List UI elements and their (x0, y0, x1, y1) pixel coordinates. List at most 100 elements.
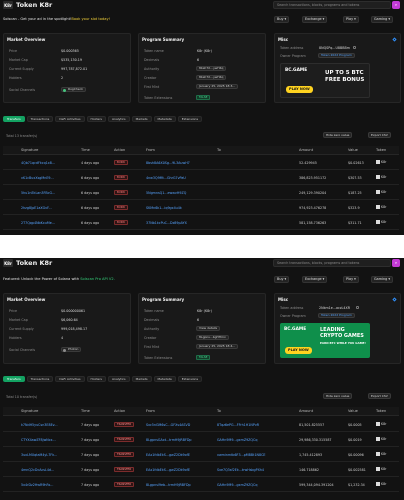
solscan-logo[interactable]: K8r (3, 259, 13, 267)
signature-link[interactable]: 3uxLMXqtaM4yL7Fk... (21, 453, 58, 457)
first-mint-value[interactable]: January 25, 2025 18:4... (196, 344, 239, 349)
bc-game-ad[interactable]: BC.GAME UP TO 5 BTC FREE BONUS PLAY NOW (280, 63, 370, 98)
search-button[interactable]: ⌕ (392, 1, 400, 9)
solscan-logo[interactable]: K8r (3, 1, 13, 9)
table-row[interactable]: 5x4rDz2HwR9hFo... 7 days ago TRANSFER 8L… (3, 478, 399, 492)
table-row[interactable]: 3uxLMXqtaM4yL7Fk... 7 days ago TRANSFER … (3, 448, 399, 462)
from-link[interactable]: 8bsh8A6X0Sg...9L3AuwH7 (146, 161, 190, 165)
play-now-button[interactable]: PLAY NOW (285, 347, 312, 354)
tab-defi-activities[interactable]: DeFi Activities (55, 376, 85, 382)
promo-link[interactable]: Solscan Pro API V2. (80, 277, 115, 281)
from-link[interactable]: Sxc5nGM6sC...GFXs4ASVD (146, 423, 191, 427)
tab-transactions[interactable]: Transactions (26, 116, 54, 122)
from-link[interactable]: 5NgmnsQ1...ewwvH9ZQ (146, 191, 187, 195)
copy-icon[interactable] (353, 46, 356, 49)
to-link[interactable]: GAHn9M9...gxmZ9ZQCq (217, 438, 258, 442)
signature-link[interactable]: 4mnQ2cDcAcsL4d... (21, 468, 55, 472)
social-badge[interactable]: RugCheck (61, 87, 86, 92)
tab-metadata[interactable]: Metadata (153, 376, 176, 382)
nav-gaming[interactable]: Gaming ▾ (371, 16, 394, 23)
signature-link[interactable]: vK1cBuxXsgMnE9... (21, 176, 54, 180)
table-row[interactable]: 4Qb71qcdFkcq1x8... 4 days ago BURN 8bsh8… (3, 156, 399, 170)
search-button[interactable]: ⌕ (392, 259, 400, 267)
table-row[interactable]: k7NdH5yuCsn3E8Ev... 7 days ago TRANSFER … (3, 418, 399, 432)
token-cell[interactable]: K8r (376, 437, 386, 441)
to-link[interactable]: GAHn9M9...gxmZ9ZQCq (217, 483, 258, 487)
nav-buy[interactable]: Buy ▾ (274, 16, 290, 23)
signature-link[interactable]: 5x4rDz2HwR9hFo... (21, 483, 54, 487)
social-badge[interactable]: Photon (61, 347, 82, 352)
tab-defi-activities[interactable]: DeFi Activities (55, 116, 85, 122)
authority-value[interactable]: 8bsh7X...ywH4q (196, 66, 227, 71)
from-link[interactable]: SKMn6k1...iq9gx4u4k (146, 206, 182, 210)
to-link[interactable]: Sxe7Q3sf2Ek...trwHsbgPXh4 (217, 468, 265, 472)
table-row[interactable]: 2hzg8JpE1aXGvF... 6 days ago BURN SKMn6k… (3, 201, 399, 215)
from-link[interactable]: 8LgpnsGAxt...trmH9jRBFDp (146, 438, 192, 442)
nav-buy[interactable]: Buy ▾ (274, 276, 290, 283)
tab-transactions[interactable]: Transactions (26, 376, 54, 382)
signature-link[interactable]: 2hzg8JpE1aXGvF... (21, 206, 52, 210)
signature-link[interactable]: CTYX4awZF8jwNcx... (21, 438, 56, 442)
to-link[interactable]: vwminmtb6F3...pMBBt1N8CE (217, 453, 266, 457)
token-cell[interactable]: K8r (376, 190, 386, 194)
signature-link[interactable]: 5hu1nEkLan3FBcG... (21, 191, 56, 195)
tab-extensions[interactable]: Extensions (177, 376, 203, 382)
signature-link[interactable]: 4Qb71qcdFkcq1x8... (21, 161, 55, 165)
creator-value[interactable]: 8bsh7X...ywH4q (196, 75, 227, 80)
from-link[interactable]: 37Nb1kcPuC...Dz89pAYX (146, 221, 187, 225)
token-cell[interactable]: K8r (376, 220, 386, 224)
table-row[interactable]: CTYX4awZF8jwNcx... 7 days ago TRANSFER 8… (3, 433, 399, 447)
nav-exchange[interactable]: Exchange ▾ (302, 276, 328, 283)
edit-icon[interactable] (392, 297, 397, 302)
tab-holders[interactable]: Holders (86, 116, 106, 122)
to-link[interactable]: 8Tqz6ePG...FFrh1H1NPvR (217, 423, 260, 427)
first-mint-value[interactable]: January 25, 2025 18:3... (196, 84, 239, 89)
from-link[interactable]: 8Lgpnsl9eb...trmH9jRBFDp (146, 483, 191, 487)
tab-analytics[interactable]: Analytics (108, 116, 130, 122)
hide-zero-button[interactable]: Hide zero value (323, 132, 353, 138)
token-address-value[interactable]: 8NQSPq...U8BBBm (319, 46, 350, 50)
tab-analytics[interactable]: Analytics (108, 376, 130, 382)
tab-transfers[interactable]: Transfers (3, 376, 25, 382)
hide-zero-button[interactable]: Hide zero value (323, 393, 353, 399)
signature-link[interactable]: 2T7Qqp4NbKxuMe... (21, 221, 55, 225)
token-cell[interactable]: K8r (376, 160, 386, 164)
token-cell[interactable]: K8r (376, 467, 386, 471)
token-cell[interactable]: K8r (376, 422, 386, 426)
table-row[interactable]: vK1cBuxXsgMnE9... 6 days ago BURN 4nw3Q9… (3, 171, 399, 185)
tab-holders[interactable]: Holders (86, 376, 106, 382)
signature-link[interactable]: k7NdH5yuCsn3E8Ev... (21, 423, 58, 427)
table-row[interactable]: 5hu1nEkLan3FBcG... 6 days ago BURN 5Ngmn… (3, 186, 399, 200)
token-cell[interactable]: K8r (376, 205, 386, 209)
tab-extensions[interactable]: Extensions (177, 116, 203, 122)
from-link[interactable]: 4nw3Q9Mt...GhrG7vPaU (146, 176, 186, 180)
play-now-button[interactable]: PLAY NOW (286, 86, 313, 93)
search-input[interactable]: Search transactions, blocks, programs an… (273, 259, 391, 267)
export-csv-button[interactable]: Export CSV (368, 132, 391, 138)
edit-icon[interactable] (392, 37, 397, 42)
search-input[interactable]: Search transactions, blocks, programs an… (273, 1, 391, 9)
tab-markets[interactable]: Markets (131, 376, 152, 382)
nav-exchange[interactable]: Exchange ▾ (302, 16, 328, 23)
nav-play[interactable]: Play ▾ (343, 16, 359, 23)
owner-program-value[interactable]: Token 2022 Program (318, 313, 355, 318)
owner-program-value[interactable]: Token 2022 Program (318, 53, 355, 58)
export-csv-button[interactable]: Export CSV (368, 393, 391, 399)
from-link[interactable]: EAx1fdbEkS...gwZ2Dk9ofE (146, 468, 190, 472)
copy-icon[interactable] (356, 306, 359, 309)
nav-play[interactable]: Play ▾ (343, 276, 359, 283)
nav-gaming[interactable]: Gaming ▾ (371, 276, 394, 283)
authority-value[interactable]: View details (196, 326, 221, 331)
bc-game-ad[interactable]: BC.GAME LEADING CRYPTO GAMES EARN BTC WH… (280, 323, 370, 358)
creator-value[interactable]: 8Lgpns...bgHHmx (196, 335, 229, 340)
table-row[interactable]: 4mnQ2cDcAcsL4d... 7 days ago TRANSFER EA… (3, 463, 399, 477)
token-address-value[interactable]: 2Nkm1e...aczL4XR (319, 306, 351, 310)
table-row[interactable]: 2T7Qqp4NbKxuMe... 6 days ago BURN 37Nb1k… (3, 216, 399, 230)
token-cell[interactable]: K8r (376, 175, 386, 179)
token-cell[interactable]: K8r (376, 482, 386, 486)
tab-markets[interactable]: Markets (131, 116, 152, 122)
from-link[interactable]: EAx1fdbEkS...gwZ2Dk9ofE (146, 453, 190, 457)
promo-link[interactable]: Book your slot today! (71, 17, 111, 21)
tab-metadata[interactable]: Metadata (153, 116, 176, 122)
token-cell[interactable]: K8r (376, 452, 386, 456)
